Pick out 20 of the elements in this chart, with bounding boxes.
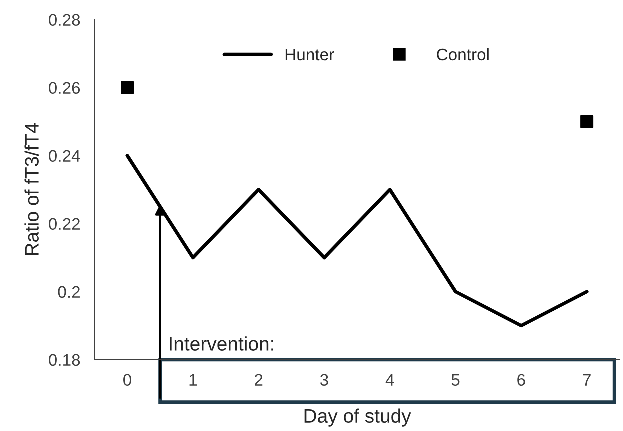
x-tick-label: 0 — [124, 374, 132, 386]
y-tick-label: 0.2 — [58, 286, 80, 298]
legend-label: Hunter — [286, 49, 334, 61]
annotation: Intervention: — [170, 336, 274, 351]
y-tick-label: 0.22 — [49, 218, 80, 230]
x-tick-label: 6 — [518, 374, 526, 386]
x-tick-label: 3 — [320, 374, 328, 386]
y-tick-label: 0.24 — [49, 150, 80, 162]
x-tick-label: 7 — [583, 374, 591, 386]
line-series — [126, 154, 589, 328]
y-tick-label: 0.28 — [49, 14, 80, 26]
x-tick-label: 2 — [255, 374, 263, 386]
y-tick-label: 0.18 — [49, 354, 80, 366]
x-axis-title: Day of study — [304, 408, 412, 427]
y-tick-label: 0.26 — [49, 82, 80, 94]
y-axis-title: Ratio of fT3/fT4 — [24, 123, 39, 256]
x-tick-label: 1 — [190, 374, 197, 386]
x-tick-label: 4 — [386, 374, 394, 386]
x-tick-label: 5 — [452, 374, 460, 386]
legend-label: Control — [437, 48, 489, 61]
